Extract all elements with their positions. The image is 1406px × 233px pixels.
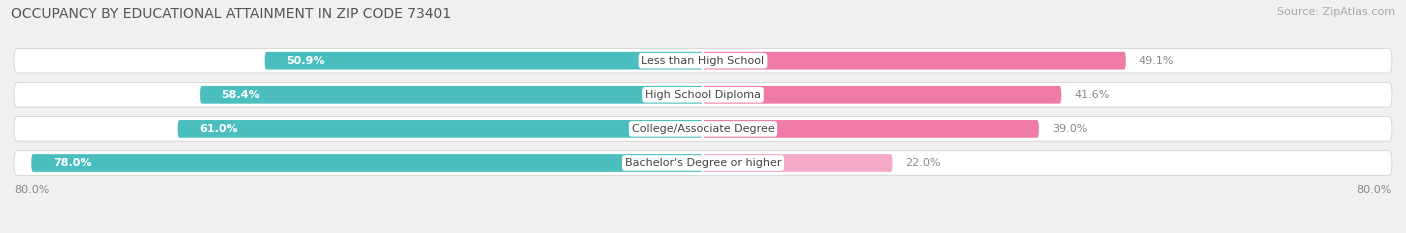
- Text: 50.9%: 50.9%: [287, 56, 325, 66]
- FancyBboxPatch shape: [14, 82, 1392, 107]
- Text: 39.0%: 39.0%: [1052, 124, 1087, 134]
- Text: OCCUPANCY BY EDUCATIONAL ATTAINMENT IN ZIP CODE 73401: OCCUPANCY BY EDUCATIONAL ATTAINMENT IN Z…: [11, 7, 451, 21]
- FancyBboxPatch shape: [14, 151, 1392, 175]
- Text: High School Diploma: High School Diploma: [645, 90, 761, 100]
- FancyBboxPatch shape: [177, 120, 703, 138]
- Text: 49.1%: 49.1%: [1139, 56, 1174, 66]
- FancyBboxPatch shape: [703, 86, 1062, 104]
- Text: 78.0%: 78.0%: [53, 158, 91, 168]
- FancyBboxPatch shape: [703, 154, 893, 172]
- Text: 61.0%: 61.0%: [200, 124, 238, 134]
- FancyBboxPatch shape: [14, 116, 1392, 141]
- Text: Bachelor's Degree or higher: Bachelor's Degree or higher: [624, 158, 782, 168]
- FancyBboxPatch shape: [264, 52, 703, 70]
- Text: 80.0%: 80.0%: [1357, 185, 1392, 195]
- Text: 22.0%: 22.0%: [905, 158, 941, 168]
- Text: Less than High School: Less than High School: [641, 56, 765, 66]
- Text: Source: ZipAtlas.com: Source: ZipAtlas.com: [1277, 7, 1395, 17]
- FancyBboxPatch shape: [31, 154, 703, 172]
- Text: 80.0%: 80.0%: [14, 185, 49, 195]
- Text: College/Associate Degree: College/Associate Degree: [631, 124, 775, 134]
- FancyBboxPatch shape: [14, 48, 1392, 73]
- Text: 41.6%: 41.6%: [1074, 90, 1109, 100]
- FancyBboxPatch shape: [703, 52, 1126, 70]
- FancyBboxPatch shape: [703, 120, 1039, 138]
- FancyBboxPatch shape: [200, 86, 703, 104]
- Legend: Owner-occupied, Renter-occupied: Owner-occupied, Renter-occupied: [583, 230, 823, 233]
- Text: 58.4%: 58.4%: [222, 90, 260, 100]
